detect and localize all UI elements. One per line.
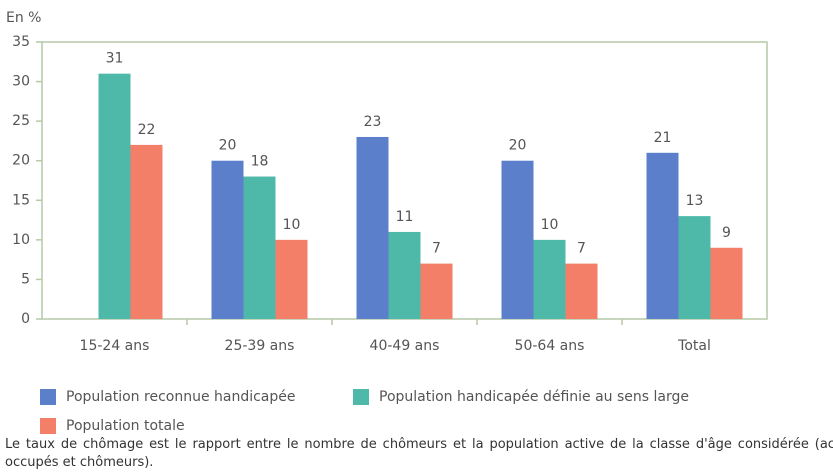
y-tick-label: 30 <box>12 74 30 90</box>
bar <box>356 136 389 319</box>
legend-label: Population totale <box>66 418 185 434</box>
bar <box>533 239 566 319</box>
value-label: 20 <box>219 138 237 154</box>
x-tick-label: Total <box>677 338 711 354</box>
x-tick-label: 15-24 ans <box>80 338 150 354</box>
legend-label: Population handicapée définie au sens la… <box>379 389 689 405</box>
bar <box>646 152 679 319</box>
bar <box>565 263 598 319</box>
y-tick-label: 10 <box>12 232 30 248</box>
legend-swatch <box>40 389 56 405</box>
bar <box>130 144 163 319</box>
value-label: 13 <box>686 193 704 209</box>
bar <box>420 263 453 319</box>
bar <box>98 73 131 320</box>
bar <box>275 239 308 319</box>
y-tick-label: 15 <box>12 192 30 208</box>
y-axis-label: En % <box>6 10 41 26</box>
x-tick-label: 50-64 ans <box>515 338 585 354</box>
legend-swatch <box>353 389 369 405</box>
value-label: 10 <box>541 217 559 233</box>
y-tick-label: 35 <box>12 34 30 50</box>
value-label: 20 <box>509 138 527 154</box>
bar <box>388 231 421 319</box>
bar <box>678 216 711 319</box>
value-label: 22 <box>138 122 156 138</box>
value-label: 23 <box>364 114 382 130</box>
value-label: 10 <box>283 217 301 233</box>
value-label: 7 <box>432 241 441 257</box>
value-label: 11 <box>396 209 414 225</box>
bar <box>211 160 244 319</box>
y-tick-label: 25 <box>12 113 30 129</box>
value-label: 31 <box>106 51 124 67</box>
bar <box>710 247 743 319</box>
y-tick-label: 5 <box>21 271 30 287</box>
bar <box>243 176 276 319</box>
value-label: 7 <box>577 241 586 257</box>
x-tick-label: 25-39 ans <box>225 338 295 354</box>
y-tick-label: 20 <box>12 153 30 169</box>
value-label: 9 <box>722 225 731 241</box>
bar <box>501 160 534 319</box>
legend-label: Population reconnue handicapée <box>66 389 296 405</box>
value-label: 18 <box>251 154 269 170</box>
legend-swatch <box>40 418 56 434</box>
footnote: Le taux de chômage est le rapport entre … <box>5 437 833 470</box>
y-tick-label: 0 <box>21 311 30 327</box>
x-tick-label: 40-49 ans <box>370 338 440 354</box>
value-label: 21 <box>654 130 672 146</box>
